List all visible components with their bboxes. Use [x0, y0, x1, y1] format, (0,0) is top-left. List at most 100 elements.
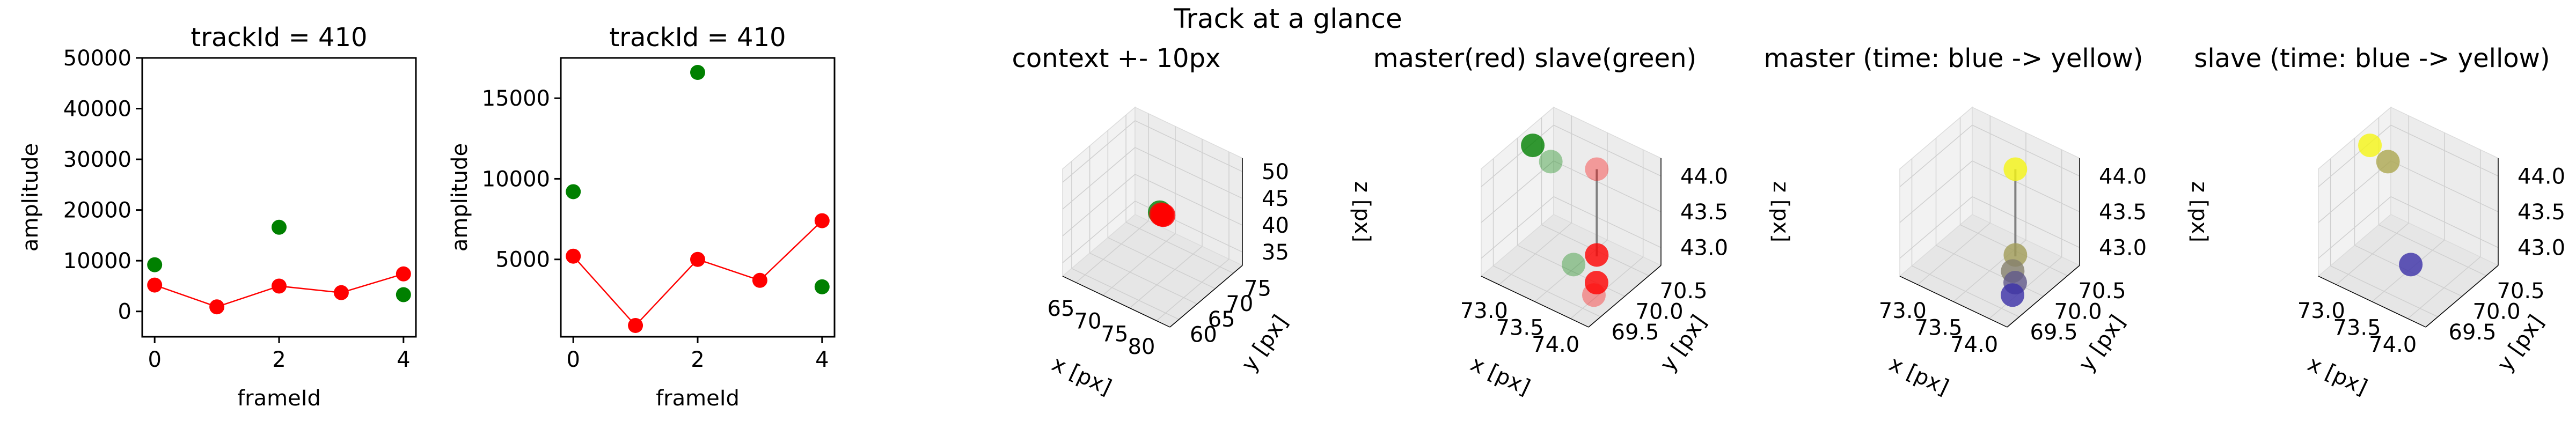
slave-point [566, 184, 581, 199]
chart-title: context +- 10px [1012, 43, 1221, 73]
time-point [2399, 253, 2423, 277]
y-tick-label: 50000 [63, 46, 131, 71]
y-axis-line [2007, 265, 2080, 328]
slave-point [1521, 134, 1545, 158]
grid-line [1493, 265, 1601, 317]
y-tick-label: 30000 [63, 147, 131, 172]
z-axis-label: z [px] [1768, 181, 1793, 242]
x-tick-label: 73.0 [1460, 299, 1508, 323]
grid-line [2379, 224, 2486, 276]
x-axis-label: frameId [656, 386, 740, 411]
x-tick-label: 0 [566, 347, 580, 372]
master-point [396, 266, 411, 282]
x-axis-line [1899, 276, 2008, 328]
y-tick-label: 10000 [63, 249, 131, 273]
grid-line [1912, 265, 2019, 317]
master-point [333, 285, 349, 300]
x-tick-label: 2 [272, 347, 286, 372]
x-tick-label: 65 [1048, 297, 1075, 321]
z-tick-label: 43.5 [2518, 200, 2565, 225]
time-point [2003, 157, 2028, 181]
grid-line [1135, 174, 1243, 226]
grid-line [1553, 196, 1662, 248]
grid-line [1899, 196, 1973, 259]
chart-title: master (time: blue -> yellow) [1764, 43, 2143, 73]
master-point [566, 248, 581, 264]
y-tick-label: 10000 [482, 167, 550, 191]
x-tick-label: 73.0 [2297, 299, 2345, 323]
grid-line [2390, 124, 2499, 177]
master-point [628, 317, 643, 333]
x-axis-label: x [px] [1467, 351, 1534, 400]
y-tick-label: 70.5 [2497, 279, 2545, 304]
chart-title: master(red) slave(green) [1373, 43, 1696, 73]
time-point [2376, 150, 2400, 174]
y-axis-label: amplitude [448, 143, 472, 252]
grid-line [1481, 160, 1554, 223]
z-tick-label: 43.0 [2518, 236, 2565, 261]
z-tick-label: 45 [1262, 187, 1289, 211]
y-tick-label: 5000 [495, 248, 550, 272]
master-point [209, 299, 225, 315]
y-tick-label: 40000 [63, 97, 131, 122]
z-axis-label: z [px] [2187, 181, 2212, 242]
grid-line [1135, 147, 1243, 199]
grid-line [1075, 220, 1149, 283]
z-tick-label: 43.0 [1680, 236, 1728, 261]
y-axis-line [1169, 265, 1243, 328]
y-tick-label: 20000 [63, 198, 131, 223]
master-point [1149, 202, 1173, 226]
y-tick-label: 75 [1244, 276, 1271, 301]
master-point [814, 213, 830, 228]
y-axis-label: y [px] [1237, 310, 1293, 376]
y-tick-label: 70.5 [2079, 279, 2126, 304]
z-tick-label: 43.5 [2099, 200, 2147, 225]
grid-line [1062, 201, 1136, 263]
x-axis-label: x [px] [1048, 351, 1115, 400]
scatter3d-chart-2: 73.073.574.0 69.570.070.5 43.0 43.5 44.0 x [p… [1373, 43, 1793, 400]
y-tick-label: 70.0 [2054, 300, 2102, 324]
y-tick-label: 70.0 [2473, 300, 2521, 324]
z-tick-label: 44.0 [1680, 164, 1728, 189]
chart-title: slave (time: blue -> yellow) [2194, 43, 2550, 73]
x-tick-label: 74.0 [1950, 332, 1998, 357]
slave-point [147, 257, 163, 272]
grid-line [1062, 147, 1136, 210]
y-tick-label: 70.5 [1660, 279, 1708, 304]
grid-line [1089, 253, 1197, 305]
slave-point [690, 65, 705, 80]
x-tick-label: 73.5 [2333, 316, 2381, 341]
grid-line [1899, 124, 1973, 187]
x-axis-line [2318, 276, 2426, 328]
master-point [272, 278, 287, 294]
z-tick-label: 35 [1262, 240, 1289, 265]
scatter3d-chart-4: 73.073.574.0 69.570.070.5 43.0 43.5 44.0 x [p… [2194, 43, 2565, 400]
z-tick-label: 44.0 [2518, 164, 2565, 189]
figure-suptitle: Track at a glance [1173, 3, 1402, 34]
time-point [2358, 134, 2382, 158]
y-axis-line [2425, 265, 2499, 328]
grid-line [2390, 196, 2499, 248]
x-tick-label: 74.0 [2369, 332, 2417, 357]
x-axis-label: x [px] [1885, 351, 1952, 400]
chart-title: trackId = 410 [191, 23, 367, 53]
master-point [1585, 157, 1609, 181]
grid-line [2330, 265, 2438, 317]
x-tick-label: 73.0 [1879, 299, 1927, 323]
slave-point [814, 279, 830, 294]
z-axis-label: z [px] [1350, 181, 1374, 242]
z-tick-label: 44.0 [2099, 164, 2147, 189]
grid-line [1481, 124, 1554, 187]
chart-title: trackId = 410 [609, 23, 786, 53]
plot-frame [560, 57, 836, 338]
x-tick-label: 80 [1128, 335, 1155, 359]
x-axis-line [1481, 276, 1589, 328]
x-axis-label: frameId [237, 386, 321, 411]
slave-point [396, 287, 411, 302]
y-axis-line [1588, 265, 1662, 328]
x-tick-label: 0 [148, 347, 161, 372]
grid-line [1972, 124, 2080, 177]
y-tick-label: 65 [1208, 307, 1235, 332]
